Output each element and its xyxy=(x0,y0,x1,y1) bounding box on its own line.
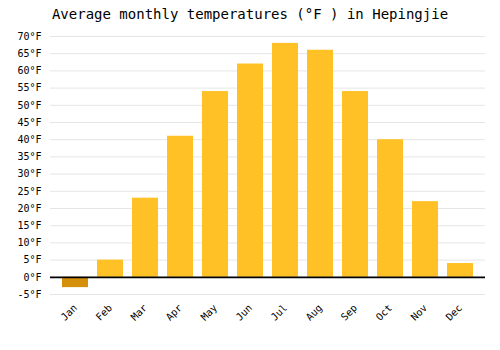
svg-text:Dec: Dec xyxy=(444,302,465,323)
svg-text:Mar: Mar xyxy=(129,302,150,323)
svg-text:Sep: Sep xyxy=(339,302,360,323)
svg-text:50°F: 50°F xyxy=(17,100,41,111)
svg-text:Jan: Jan xyxy=(59,302,80,323)
svg-text:0°F: 0°F xyxy=(23,272,41,283)
svg-text:5°F: 5°F xyxy=(23,254,41,265)
svg-text:40°F: 40°F xyxy=(17,134,41,145)
svg-text:20°F: 20°F xyxy=(17,203,41,214)
svg-text:Apr: Apr xyxy=(164,302,185,323)
svg-text:May: May xyxy=(199,302,220,323)
svg-text:15°F: 15°F xyxy=(17,220,41,231)
svg-text:Jun: Jun xyxy=(234,302,255,323)
html-text:Average monthly temperatures (: Average monthly temperatures (°F ) in He… xyxy=(51,6,449,22)
svg-text:35°F: 35°F xyxy=(17,151,41,162)
svg-text:Feb: Feb xyxy=(94,302,115,323)
svg-text:Nov: Nov xyxy=(409,302,430,323)
svg-text:Jul: Jul xyxy=(269,302,290,323)
svg-text:55°F: 55°F xyxy=(17,82,41,93)
svg-text:-5°F: -5°F xyxy=(17,289,41,300)
svg-text:10°F: 10°F xyxy=(17,237,41,248)
svg-text:65°F: 65°F xyxy=(17,48,41,59)
svg-text:70°F: 70°F xyxy=(17,31,41,42)
svg-text:Aug: Aug xyxy=(304,302,325,323)
svg-text:45°F: 45°F xyxy=(17,117,41,128)
svg-text:25°F: 25°F xyxy=(17,186,41,197)
svg-text:30°F: 30°F xyxy=(17,168,41,179)
svg-text:60°F: 60°F xyxy=(17,65,41,76)
svg-text:Oct: Oct xyxy=(374,302,395,323)
